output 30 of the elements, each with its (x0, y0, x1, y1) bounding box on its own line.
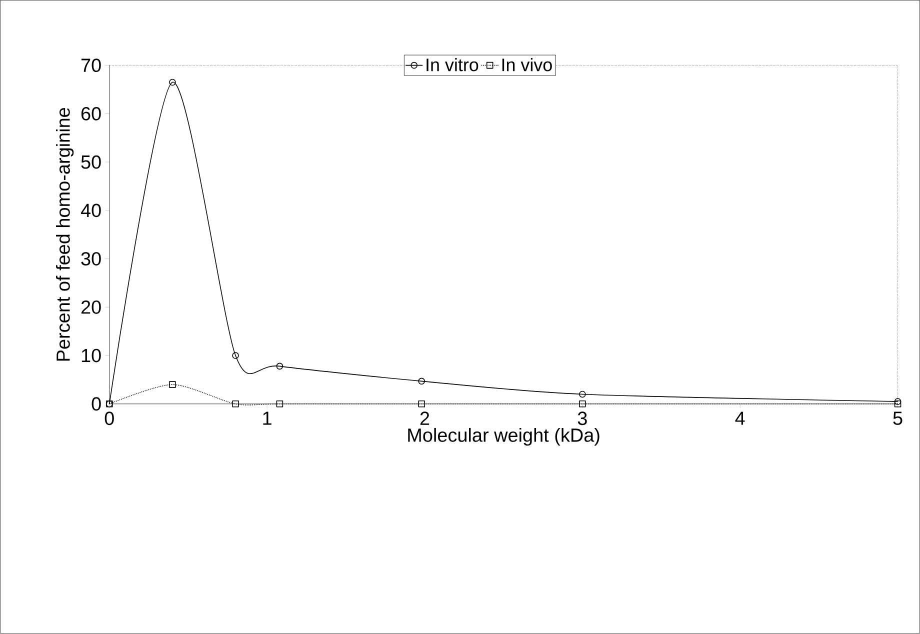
x-axis-title: Molecular weight (kDa) (408, 428, 600, 446)
y-tick-label: 70 (81, 58, 101, 72)
point (232, 352, 239, 360)
x-tick-label: 5 (893, 412, 902, 426)
x-tick-label: 3 (578, 412, 587, 426)
y-tick-label: 0 (92, 397, 101, 411)
legend-label: In vitro (426, 58, 478, 72)
x-tick-label: 2 (420, 412, 430, 426)
point (232, 400, 239, 408)
point (579, 400, 586, 408)
y-tick-label: 40 (80, 204, 101, 218)
point (418, 400, 425, 408)
point (169, 79, 176, 86)
y-tick-label: 60 (81, 107, 101, 121)
point (894, 400, 902, 408)
x-tick-label: 1 (263, 412, 272, 425)
x-tick-label: 0 (104, 412, 114, 426)
legend-label: In vivo (502, 58, 552, 72)
point (276, 363, 284, 370)
x-tick-label: 4 (735, 412, 745, 425)
point (276, 400, 284, 408)
point (169, 381, 176, 388)
y-tick-label: 20 (81, 300, 101, 314)
y-tick-label: 50 (81, 156, 101, 170)
point (418, 378, 425, 385)
y-tick-label: 30 (81, 252, 101, 266)
y-axis-title: Percent of feed homo-arginine (56, 108, 74, 361)
point (894, 398, 902, 406)
y-tick-label: 10 (82, 349, 101, 362)
point (579, 391, 586, 398)
